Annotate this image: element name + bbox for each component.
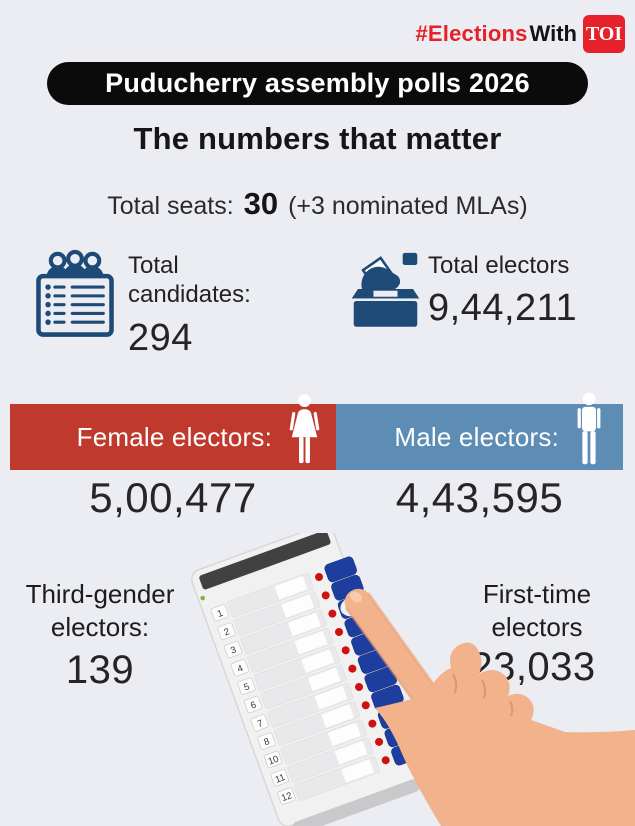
evm-bottom-cap — [292, 779, 421, 826]
svg-text:4: 4 — [236, 663, 245, 675]
svg-text:3: 3 — [229, 645, 238, 657]
svg-text:2: 2 — [223, 626, 232, 638]
ballot-box-icon — [351, 252, 420, 327]
candidates-label: Total candidates: — [128, 252, 251, 309]
svg-text:10: 10 — [267, 754, 281, 768]
pressing-hand — [344, 588, 635, 826]
evm-top-strip — [199, 533, 331, 590]
svg-text:1: 1 — [216, 608, 225, 620]
female-electors-value: 5,00,477 — [89, 474, 257, 521]
banner-pill: Puducherry assembly polls 2026 — [47, 62, 588, 105]
evm-illustration: 1 2 3 — [190, 533, 635, 826]
third-gender-label: Third-gender electors: — [25, 579, 175, 642]
svg-text:7: 7 — [256, 718, 265, 730]
total-seats-note: (+3 nominated MLAs) — [288, 192, 528, 220]
fingernail — [350, 591, 362, 603]
brand-lockup: #Elections With TOI — [415, 15, 625, 53]
candidates-value: 294 — [128, 316, 193, 359]
page-title: The numbers that matter — [133, 121, 502, 156]
male-electors-value: 4,43,595 — [395, 474, 564, 521]
female-electors-bar: Female electors: — [10, 394, 336, 470]
third-gender-value: 139 — [65, 648, 135, 692]
evm-power-led — [200, 595, 206, 601]
candidate-roster-icon — [36, 249, 114, 337]
svg-text:11: 11 — [274, 772, 287, 786]
electors-label: Total electors — [428, 252, 570, 279]
male-figure-icon — [577, 392, 601, 465]
candidates-stat: Total candidates: 294 — [128, 251, 303, 360]
total-seats-value: 30 — [243, 186, 279, 221]
total-seats-line: Total seats: 30 (+3 nominated MLAs) — [0, 186, 635, 222]
svg-text:8: 8 — [263, 736, 272, 748]
evm-row: 1 — [210, 556, 357, 622]
hashtag-elections-text: #Elections — [415, 21, 528, 46]
first-time-label: First-time electors — [482, 579, 592, 642]
svg-text:6: 6 — [249, 700, 258, 712]
male-electors-bar: Male electors: — [336, 392, 623, 470]
svg-text:12: 12 — [280, 790, 294, 804]
total-seats-label: Total seats: — [107, 192, 234, 220]
female-figure-icon — [289, 394, 320, 464]
evm-row: 7 — [250, 666, 397, 732]
svg-text:5: 5 — [243, 681, 252, 693]
hashtag-with-text: With — [529, 21, 577, 46]
female-electors-label: Female electors: — [76, 421, 272, 452]
toi-logo: TOI — [583, 15, 625, 53]
electors-value: 9,44,211 — [428, 287, 578, 330]
evm-row: 2 — [217, 574, 364, 640]
electors-stat: Total electors 9,44,211 — [428, 251, 613, 330]
male-electors-label: Male electors: — [394, 421, 559, 452]
